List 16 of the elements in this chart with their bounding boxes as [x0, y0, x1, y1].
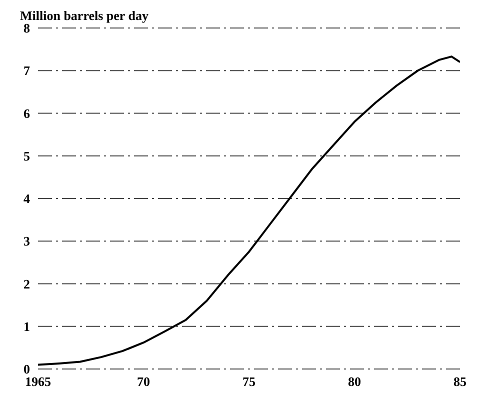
line-series: [38, 56, 460, 366]
x-tick-label: 70: [137, 374, 150, 390]
y-tick-label: 1: [24, 318, 30, 334]
y-tick-label: 2: [24, 276, 30, 292]
y-tick-label: 6: [24, 106, 30, 121]
y-tick-label: 5: [24, 148, 30, 164]
y-axis-title: Million barrels per day: [20, 8, 148, 24]
x-tick-label: 75: [242, 374, 256, 390]
y-tick-label: 3: [24, 234, 30, 249]
y-tick-label: 7: [24, 63, 30, 78]
x-tick-label: 1965: [25, 374, 52, 390]
y-tick-label: 8: [24, 20, 30, 36]
y-tick-label: 0: [24, 362, 30, 377]
x-tick-label: 80: [348, 374, 361, 390]
y-tick-label: 4: [24, 191, 30, 206]
x-tick-label: 85: [454, 374, 467, 390]
